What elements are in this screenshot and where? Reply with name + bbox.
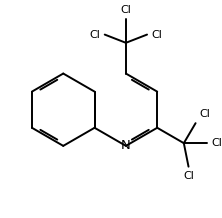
Text: Cl: Cl <box>151 30 162 40</box>
Text: Cl: Cl <box>183 171 194 181</box>
Text: Cl: Cl <box>212 138 222 148</box>
Text: Cl: Cl <box>90 30 101 40</box>
Text: N: N <box>121 139 131 152</box>
Text: Cl: Cl <box>121 5 131 15</box>
Text: Cl: Cl <box>200 109 211 119</box>
